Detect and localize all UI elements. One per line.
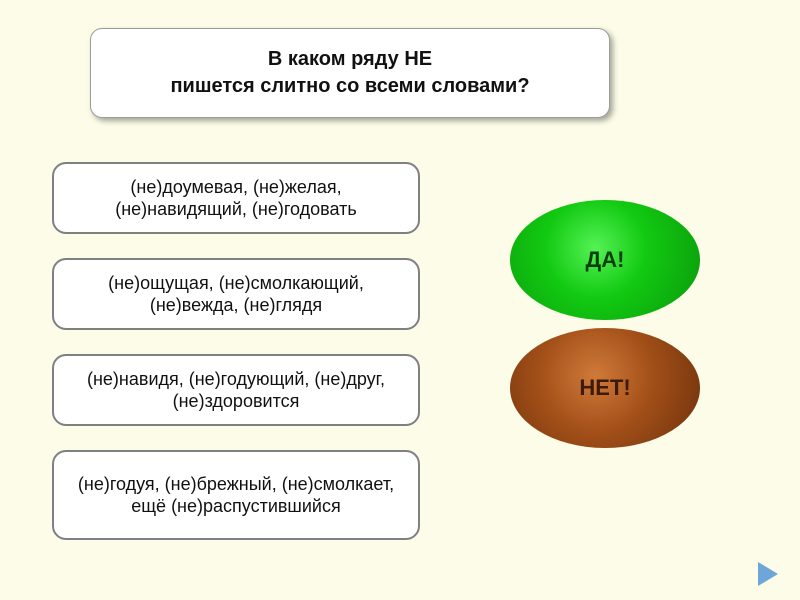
answer-option-2[interactable]: (не)навидя, (не)годующий, (не)друг, (не)… [52, 354, 420, 426]
answer-text-3: (не)годуя, (не)брежный, (не)смолкает,ещё… [78, 473, 394, 518]
next-arrow-icon[interactable] [758, 562, 778, 586]
answer-text-0: (не)доумевая, (не)желая, (не)навидящий, … [68, 176, 404, 221]
feedback-no-label: НЕТ! [579, 375, 630, 401]
question-card: В каком ряду НЕ пишется слитно со всеми … [90, 28, 610, 118]
answer-option-3[interactable]: (не)годуя, (не)брежный, (не)смолкает,ещё… [52, 450, 420, 540]
feedback-yes: ДА! [510, 200, 700, 320]
question-line2: пишется слитно со всеми словами? [170, 75, 529, 97]
question-line1: В каком ряду НЕ [268, 48, 432, 70]
answer-option-0[interactable]: (не)доумевая, (не)желая, (не)навидящий, … [52, 162, 420, 234]
question-text: В каком ряду НЕ пишется слитно со всеми … [170, 46, 529, 100]
answer-text-1: (не)ощущая, (не)смолкающий, (не)вежда, (… [68, 272, 404, 317]
answer-text-2: (не)навидя, (не)годующий, (не)друг, (не)… [68, 368, 404, 413]
feedback-yes-label: ДА! [586, 247, 625, 273]
answer-option-1[interactable]: (не)ощущая, (не)смолкающий, (не)вежда, (… [52, 258, 420, 330]
feedback-no: НЕТ! [510, 328, 700, 448]
